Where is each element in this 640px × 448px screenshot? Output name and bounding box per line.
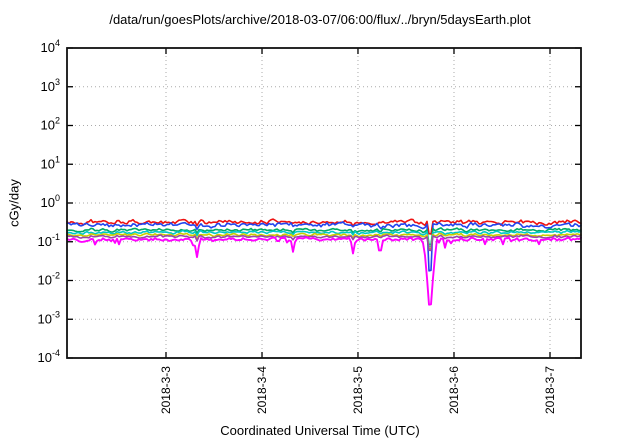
x-axis-label: Coordinated Universal Time (UTC): [220, 423, 420, 438]
chart-title: /data/run/goesPlots/archive/2018-03-07/0…: [109, 12, 531, 27]
y-tick-label: 10-3: [38, 309, 60, 326]
y-tick-label: 104: [41, 38, 60, 55]
series-6-purple-line: [66, 234, 582, 252]
x-tick-label: 2018-3-7: [543, 366, 557, 414]
y-tick-label: 100: [41, 193, 60, 210]
y-tick-label: 10-1: [38, 232, 60, 249]
y-tick-label: 10-2: [38, 271, 60, 288]
series-4-cyan-line: [66, 229, 582, 248]
plot-border: [66, 47, 582, 359]
x-tick-label: 2018-3-3: [159, 366, 173, 414]
series-3-green-line: [66, 227, 582, 246]
series-2-blue-line: [66, 221, 582, 272]
y-tick-label: 102: [41, 116, 60, 133]
y-tick-label: 10-4: [38, 348, 60, 365]
x-tick-label: 2018-3-6: [447, 366, 461, 414]
y-tick-label: 101: [41, 154, 60, 171]
x-tick-label: 2018-3-5: [351, 366, 365, 414]
y-axis-label: cGy/day: [6, 179, 22, 227]
series-7-magenta-line: [66, 236, 582, 306]
series-1-red-line: [66, 218, 582, 235]
y-tick-label: 103: [41, 77, 60, 94]
series-5-yellow-line: [66, 232, 582, 250]
x-tick-label: 2018-3-4: [255, 366, 269, 414]
